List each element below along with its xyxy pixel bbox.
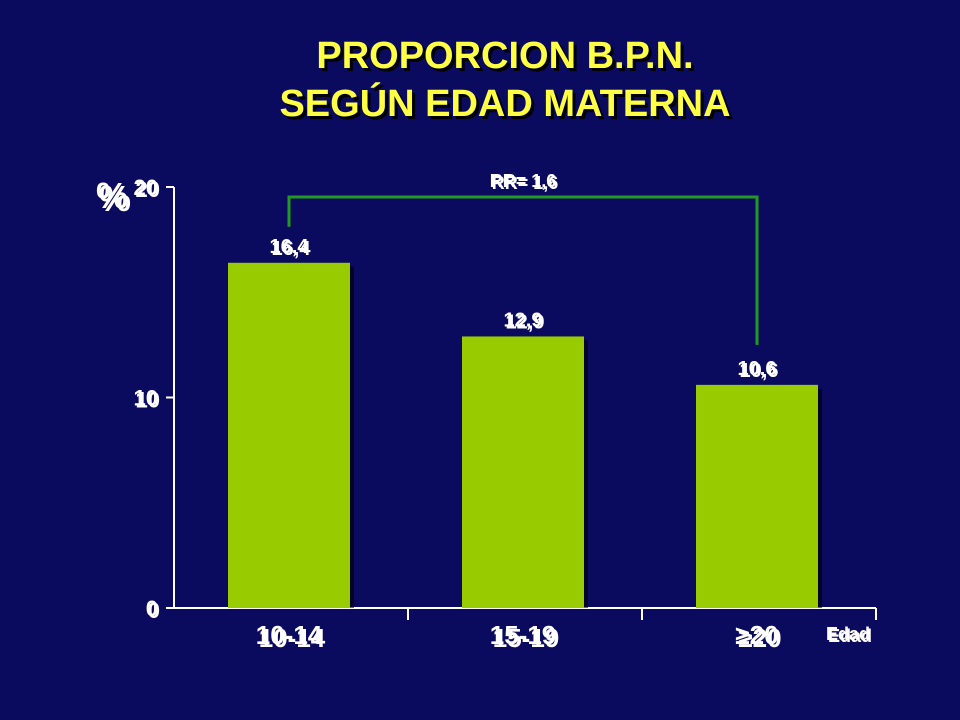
y-tick-label-0: 00 — [146, 596, 160, 623]
rr-label-shadow: RR= 1,6 — [492, 173, 559, 193]
title-line-1: PROPORCION B.P.N. — [316, 35, 694, 77]
rr-bracket — [287, 195, 759, 345]
bar-2 — [696, 384, 818, 608]
y-tick-label-0-text: 0 — [146, 596, 158, 621]
bar-value-label-0: 16,416,4 — [270, 236, 312, 260]
x-tick-label-1-shadow: 15-19 — [493, 623, 560, 653]
bar-value-label-1-shadow: 12,9 — [506, 311, 545, 333]
x-tick-label-2-shadow: ≥20 — [738, 623, 781, 653]
y-tick-label-10-shadow: 10 — [136, 388, 160, 413]
bar-0 — [228, 262, 350, 608]
x-tick-label-0-text: 10-14 — [256, 620, 323, 650]
bar-value-label-1: 12,912,9 — [504, 309, 545, 333]
rr-annotation: RR= 1,6RR= 1,6 — [287, 171, 759, 345]
y-tick-label-20-text: 20 — [134, 175, 158, 200]
chart-title: PROPORCION B.P.N. SEGÚN EDAD MATERNA — [0, 32, 960, 128]
x-tick-label-2-text: ≥20 — [735, 620, 778, 650]
bar-value-label-1-text: 12,9 — [504, 309, 543, 331]
bar-value-label-2: 10,610,6 — [738, 358, 779, 382]
x-tick-label-2: ≥20≥20 — [735, 620, 781, 653]
bar-value-label-2-text: 10,6 — [738, 358, 777, 380]
y-tick-label-0-shadow: 0 — [148, 598, 160, 623]
bar-value-label-0-shadow: 16,4 — [272, 238, 312, 260]
bar-1 — [462, 336, 584, 608]
rr-label-text: RR= 1,6 — [490, 171, 557, 191]
x-axis-label-text: Edad — [826, 624, 870, 644]
bar-value-label-0-text: 16,4 — [270, 236, 310, 258]
y-tick-label-10-text: 10 — [134, 386, 158, 411]
x-tick-label-0-shadow: 10-14 — [259, 623, 326, 653]
x-tick-label-1-text: 15-19 — [490, 620, 557, 650]
x-axis-label-shadow: Edad — [828, 626, 872, 646]
rr-label: RR= 1,6RR= 1,6 — [490, 171, 559, 193]
y-axis-label-shadow: % — [99, 178, 131, 219]
y-axis-label-text: % — [96, 175, 128, 216]
y-axis-label: %% — [96, 175, 131, 219]
title-line-2: SEGÚN EDAD MATERNA — [279, 83, 731, 125]
bar-value-label-2-shadow: 10,6 — [740, 360, 779, 382]
y-tick-label-20-shadow: 20 — [136, 177, 160, 202]
